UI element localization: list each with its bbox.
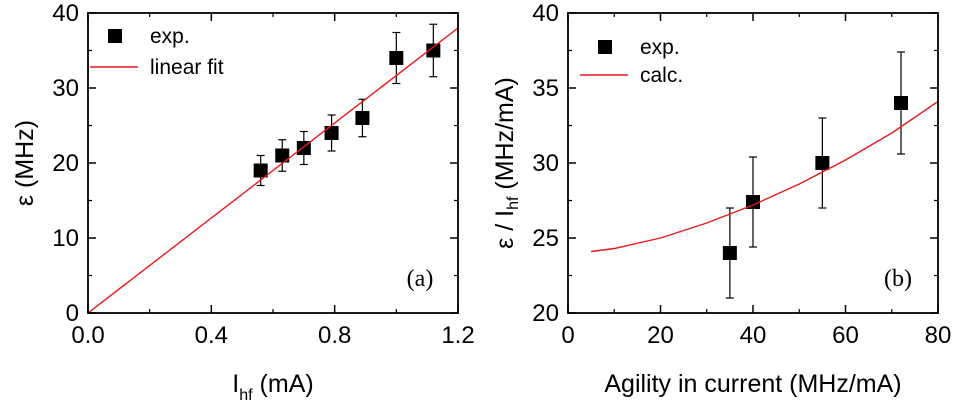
data-point bbox=[275, 148, 290, 163]
y-tick-label: 0 bbox=[66, 300, 79, 327]
fit-line bbox=[88, 27, 458, 313]
x-tick-label: 0.0 bbox=[71, 322, 104, 349]
y-tick-label: 35 bbox=[532, 75, 559, 102]
fit-line bbox=[591, 100, 938, 253]
x-tick-label: 1.2 bbox=[441, 322, 474, 349]
y-axis-label-main: ε / I bbox=[491, 210, 519, 249]
x-tick-label: 20 bbox=[647, 322, 674, 349]
data-point bbox=[355, 111, 370, 125]
y-tick-label: 20 bbox=[532, 300, 559, 327]
x-axis-label: Ihf (mA) bbox=[232, 370, 313, 404]
panel-a: 0.0 0.4 0.8 1.2 0 10 20 30 40 exp. linear fit (a) Ih… bbox=[11, 0, 475, 404]
legend-label: linear fit bbox=[150, 56, 224, 79]
y-tick-label: 30 bbox=[52, 75, 79, 102]
y-tick-label: 40 bbox=[52, 0, 79, 27]
x-tick-label: 0.4 bbox=[195, 322, 228, 349]
y-tick-label: 25 bbox=[532, 225, 559, 252]
panel-tag: (b) bbox=[884, 266, 912, 292]
y-tick-label: 10 bbox=[52, 225, 79, 252]
x-tick-label: 60 bbox=[832, 322, 859, 349]
legend-marker-swatch bbox=[598, 40, 612, 54]
data-point bbox=[815, 156, 830, 170]
plot-frame bbox=[87, 12, 459, 314]
x-axis-label-tail: (mA) bbox=[253, 370, 314, 398]
y-axis-label-main: ε (MHz) bbox=[11, 120, 39, 206]
data-point bbox=[253, 163, 268, 178]
y-tick-label: 30 bbox=[532, 150, 559, 177]
y-axis-label-tail: (MHz/mA) bbox=[491, 77, 519, 196]
data-point bbox=[722, 246, 737, 260]
data-point bbox=[324, 126, 339, 140]
x-tick-label: 0 bbox=[561, 322, 574, 349]
x-tick-label: 40 bbox=[740, 322, 767, 349]
y-tick-label: 40 bbox=[532, 0, 559, 27]
y-axis-label-subscript: hf bbox=[505, 196, 522, 210]
x-axis-label-subscript: hf bbox=[239, 387, 253, 404]
x-tick-label: 80 bbox=[925, 322, 952, 349]
y-axis-label: ε (MHz) bbox=[11, 120, 39, 206]
legend-label: exp. bbox=[640, 36, 680, 59]
x-axis-label-main: I bbox=[232, 370, 239, 398]
legend-label: calc. bbox=[640, 64, 683, 87]
x-axis-label: Agility in current (MHz/mA) bbox=[604, 370, 901, 398]
data-point bbox=[426, 43, 441, 58]
data-point bbox=[389, 51, 404, 65]
y-tick-label: 20 bbox=[52, 150, 79, 177]
x-axis-label-main: Agility in current (MHz/mA) bbox=[604, 370, 901, 398]
data-point bbox=[894, 96, 908, 110]
x-tick-label: 0.8 bbox=[318, 322, 351, 349]
data-point bbox=[746, 195, 760, 209]
legend-marker-swatch bbox=[108, 29, 122, 43]
legend-label: exp. bbox=[150, 25, 190, 48]
panel-tag: (a) bbox=[407, 266, 434, 292]
y-axis-label: ε / Ihf (MHz/mA) bbox=[491, 77, 523, 249]
plot-frame bbox=[567, 12, 939, 314]
